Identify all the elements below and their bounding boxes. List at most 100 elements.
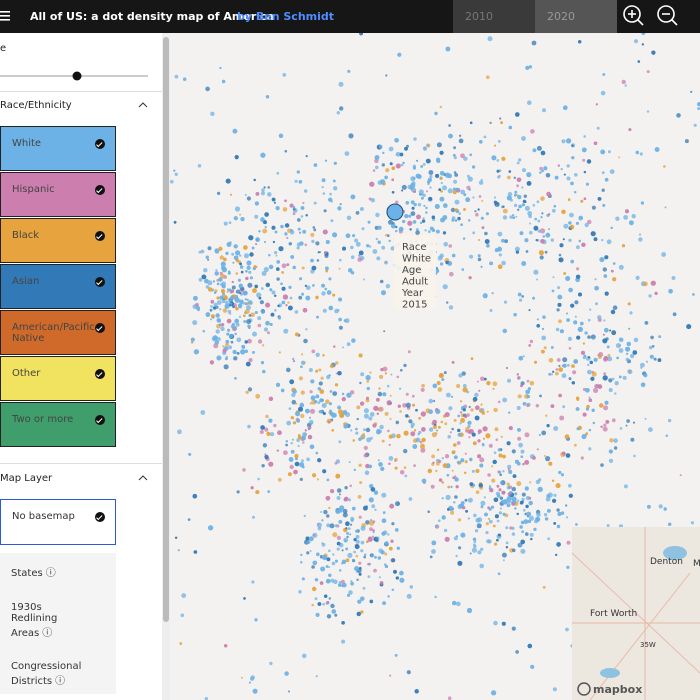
- dot: [339, 258, 342, 262]
- dot: [338, 440, 342, 444]
- dot: [506, 441, 511, 446]
- zoom-in[interactable]: [623, 5, 644, 26]
- dot: [338, 520, 343, 524]
- dot: [546, 494, 551, 498]
- dot: [451, 361, 455, 364]
- legend-item[interactable]: Asian: [0, 264, 116, 309]
- collapse-icon[interactable]: [138, 474, 148, 482]
- dot: [552, 370, 555, 373]
- dot: [451, 469, 454, 472]
- dot: [473, 543, 476, 546]
- dot: [264, 453, 267, 456]
- dot: [633, 454, 636, 458]
- dot: [524, 238, 529, 243]
- layer-option[interactable]: States ⓘ: [0, 553, 116, 591]
- dot: [423, 204, 426, 207]
- legend-item[interactable]: Other: [0, 356, 116, 401]
- dot: [296, 418, 301, 423]
- dot: [370, 198, 375, 203]
- year-button[interactable]: 2010: [453, 0, 535, 33]
- dot: [200, 249, 205, 254]
- dot: [363, 453, 368, 458]
- dot: [501, 156, 506, 161]
- dot: [240, 265, 244, 269]
- author-link[interactable]: by Ben Schmidt: [237, 10, 335, 23]
- legend-item[interactable]: Hispanic: [0, 172, 116, 217]
- dot: [456, 441, 461, 445]
- dot: [610, 226, 613, 230]
- dot: [452, 476, 455, 480]
- dot: [310, 379, 315, 384]
- dot: [237, 278, 241, 282]
- dot: [486, 75, 490, 79]
- dot: [330, 219, 334, 223]
- layer-option[interactable]: No basemap: [0, 499, 116, 545]
- dot: [359, 381, 362, 385]
- dot: [223, 364, 229, 370]
- layer-option[interactable]: Congressional Districts ⓘ: [0, 650, 116, 694]
- dot: [569, 212, 574, 218]
- year-button[interactable]: 2020: [535, 0, 617, 33]
- dot: [352, 439, 355, 442]
- dot: [686, 324, 692, 330]
- dot: [591, 205, 596, 210]
- zoom-out[interactable]: [657, 5, 678, 26]
- dot: [328, 506, 331, 510]
- dot: [322, 229, 328, 235]
- dot: [477, 439, 481, 443]
- dot: [399, 577, 405, 583]
- dot: [376, 397, 380, 402]
- dot: [458, 134, 462, 137]
- dot: [384, 564, 389, 569]
- dot: [551, 208, 556, 213]
- dot: [297, 218, 301, 222]
- dot: [475, 469, 480, 473]
- legend-item[interactable]: Two or more: [0, 402, 116, 447]
- dot: [384, 372, 387, 375]
- dot: [311, 239, 315, 244]
- dot: [432, 383, 438, 389]
- dot: [519, 231, 524, 236]
- dot: [535, 239, 538, 242]
- scrollbar[interactable]: [162, 33, 170, 700]
- dot: [509, 215, 513, 219]
- dot: [216, 282, 220, 286]
- dot: [583, 354, 587, 358]
- collapse-icon[interactable]: [138, 101, 148, 109]
- dot: [306, 457, 310, 462]
- dot: [262, 369, 266, 374]
- dot: [612, 305, 618, 311]
- legend-item[interactable]: American/Pacific Native: [0, 310, 116, 355]
- dot: [561, 373, 567, 379]
- dot: [605, 420, 610, 424]
- dot: [286, 367, 291, 373]
- dot: [697, 107, 700, 110]
- menu-icon[interactable]: [0, 10, 12, 22]
- dot: [416, 214, 421, 220]
- legend-item[interactable]: Black: [0, 218, 116, 263]
- dot: [384, 175, 388, 180]
- dot: [537, 229, 541, 233]
- dot: [326, 601, 330, 604]
- legend-item[interactable]: White: [0, 126, 116, 171]
- dot: [228, 345, 232, 350]
- dot: [600, 149, 606, 155]
- dot: [613, 446, 618, 450]
- slider[interactable]: [0, 69, 160, 83]
- dot: [613, 438, 618, 443]
- scroll-thumb[interactable]: [163, 37, 169, 622]
- dot: [301, 353, 304, 356]
- dot: [664, 206, 667, 209]
- dot: [355, 427, 358, 431]
- dot: [267, 186, 270, 189]
- layer-option[interactable]: 1930s Redlining Areas ⓘ: [0, 591, 116, 650]
- dot: [597, 197, 602, 201]
- dot: [366, 380, 370, 383]
- dot: [317, 401, 321, 405]
- dot: [302, 441, 305, 444]
- dot: [568, 287, 573, 293]
- dot: [320, 511, 322, 513]
- dot: [378, 462, 383, 467]
- dot: [386, 384, 390, 388]
